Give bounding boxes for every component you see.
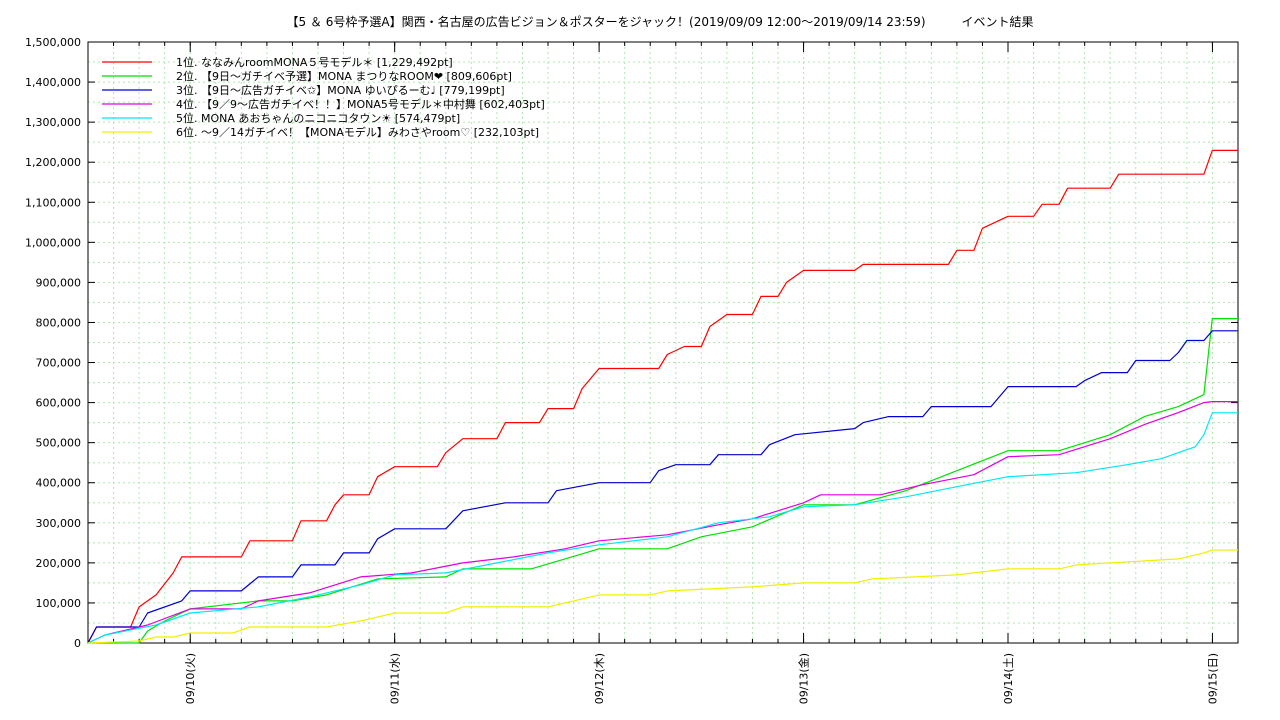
series-line-6 — [87, 549, 1238, 644]
y-tick-label: 1,100,000 — [25, 196, 81, 209]
legend-label-4: 4位. 【9／9〜広告ガチイベ！！】MONA5号モデル＊中村舞 [602,403… — [176, 97, 545, 111]
x-tick-label: 09/11(水) — [389, 653, 402, 704]
y-tick-label: 900,000 — [36, 276, 82, 289]
y-tick-label: 100,000 — [36, 597, 82, 610]
y-tick-label: 1,300,000 — [25, 116, 81, 129]
y-tick-label: 1,500,000 — [25, 36, 81, 49]
legend-label-6: 6位. 〜9／14ガチイベ！【MONAモデル】みわさやroom♡ [232,10… — [176, 125, 539, 139]
series-line-5 — [87, 412, 1238, 644]
x-tick-label: 09/15(日) — [1206, 653, 1219, 704]
y-tick-label: 0 — [74, 637, 81, 650]
y-tick-label: 400,000 — [36, 477, 82, 490]
chart-title: 【5 ＆ 6号枠予選A】関西・名古屋の広告ビジョン＆ポスターをジャック！(201… — [286, 15, 1034, 29]
legend-label-3: 3位. 【9日〜広告ガチイベ✩】MONA ゆいぴるーむ♩ [779,199pt] — [176, 83, 505, 97]
series-line-3 — [87, 330, 1238, 644]
y-tick-label: 1,000,000 — [25, 236, 81, 249]
x-tick-label: 09/14(土) — [1002, 653, 1015, 704]
y-tick-label: 500,000 — [36, 437, 82, 450]
x-tick-label: 09/13(金) — [797, 653, 811, 704]
y-tick-label: 1,400,000 — [25, 76, 81, 89]
plot-frame — [87, 41, 1239, 644]
x-tick-label: 09/12(木) — [593, 653, 606, 704]
series-line-2 — [88, 318, 1238, 644]
legend-label-1: 1位. ななみんroomMONA５号モデル＊ [1,229,492pt] — [176, 55, 453, 69]
y-tick-label: 300,000 — [36, 517, 82, 530]
series-line-1 — [87, 149, 1238, 644]
y-tick-label: 200,000 — [36, 557, 82, 570]
y-tick-label: 600,000 — [36, 397, 82, 410]
y-tick-label: 800,000 — [36, 316, 82, 329]
x-tick-label: 09/10(火) — [184, 653, 197, 704]
y-tick-label: 700,000 — [36, 357, 82, 370]
legend-label-2: 2位. 【9日〜ガチイベ予選】MONA まつりなROOM❤ [809,606pt… — [176, 69, 512, 83]
legend-label-5: 5位. MONA あおちゃんのニコニコタウン☀ [574,479pt] — [176, 111, 460, 125]
y-tick-label: 1,200,000 — [25, 156, 81, 169]
series-line-4 — [87, 401, 1238, 644]
